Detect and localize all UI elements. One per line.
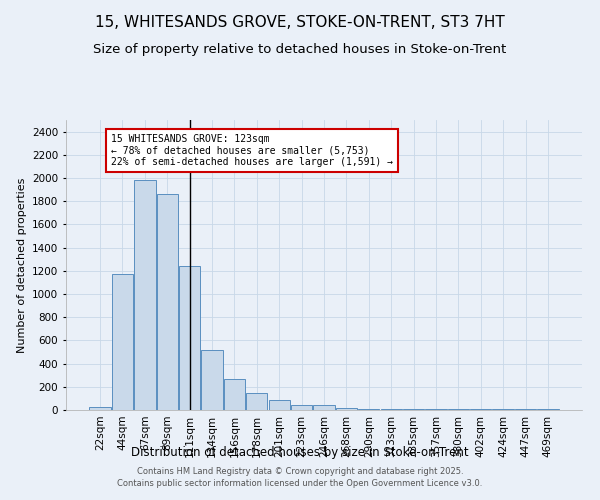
Bar — [291, 406, 312, 410]
Bar — [134, 180, 155, 410]
Bar — [157, 194, 178, 410]
Bar — [269, 400, 290, 410]
Y-axis label: Number of detached properties: Number of detached properties — [17, 178, 26, 352]
Bar — [336, 408, 357, 410]
Text: Size of property relative to detached houses in Stoke-on-Trent: Size of property relative to detached ho… — [94, 42, 506, 56]
Bar — [224, 378, 245, 410]
Bar — [179, 266, 200, 410]
Bar — [89, 407, 111, 410]
Bar — [246, 392, 268, 410]
Bar — [313, 406, 335, 410]
Text: 15 WHITESANDS GROVE: 123sqm
← 78% of detached houses are smaller (5,753)
22% of : 15 WHITESANDS GROVE: 123sqm ← 78% of det… — [111, 134, 393, 167]
Text: 15, WHITESANDS GROVE, STOKE-ON-TRENT, ST3 7HT: 15, WHITESANDS GROVE, STOKE-ON-TRENT, ST… — [95, 15, 505, 30]
Bar — [112, 274, 133, 410]
Bar — [202, 350, 223, 410]
Text: Distribution of detached houses by size in Stoke-on-Trent: Distribution of detached houses by size … — [131, 446, 469, 459]
Bar — [358, 409, 379, 410]
Text: Contains HM Land Registry data © Crown copyright and database right 2025.
Contai: Contains HM Land Registry data © Crown c… — [118, 466, 482, 487]
